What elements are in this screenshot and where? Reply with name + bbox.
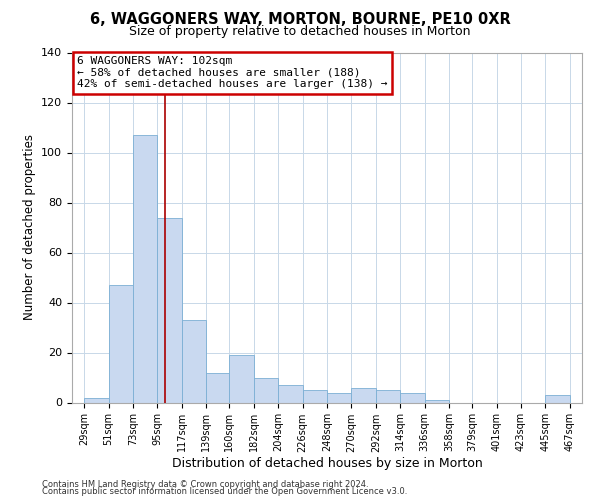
Text: Contains public sector information licensed under the Open Government Licence v3: Contains public sector information licen…: [42, 487, 407, 496]
Bar: [109, 285, 133, 403]
Bar: [182, 320, 206, 402]
Bar: [229, 355, 254, 403]
Text: Contains HM Land Registry data © Crown copyright and database right 2024.: Contains HM Land Registry data © Crown c…: [42, 480, 368, 489]
Text: 6 WAGGONERS WAY: 102sqm
← 58% of detached houses are smaller (188)
42% of semi-d: 6 WAGGONERS WAY: 102sqm ← 58% of detache…: [77, 56, 388, 89]
Bar: [425, 400, 449, 402]
Text: Size of property relative to detached houses in Morton: Size of property relative to detached ho…: [129, 24, 471, 38]
Bar: [84, 398, 109, 402]
X-axis label: Distribution of detached houses by size in Morton: Distribution of detached houses by size …: [172, 457, 482, 470]
Bar: [278, 385, 302, 402]
Bar: [327, 392, 352, 402]
Bar: [376, 390, 400, 402]
Bar: [302, 390, 327, 402]
Bar: [254, 378, 278, 402]
Y-axis label: Number of detached properties: Number of detached properties: [23, 134, 35, 320]
Bar: [206, 372, 229, 402]
Bar: [157, 218, 182, 402]
Bar: [545, 395, 570, 402]
Bar: [133, 135, 157, 402]
Text: 6, WAGGONERS WAY, MORTON, BOURNE, PE10 0XR: 6, WAGGONERS WAY, MORTON, BOURNE, PE10 0…: [89, 12, 511, 28]
Bar: [352, 388, 376, 402]
Bar: [400, 392, 425, 402]
